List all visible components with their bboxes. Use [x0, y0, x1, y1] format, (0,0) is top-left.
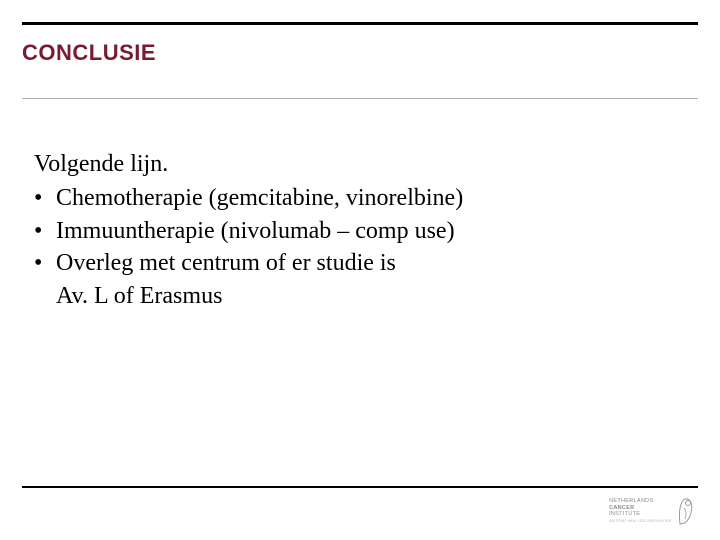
bullet-list: • Chemotherapie (gemcitabine, vinorelbin…	[34, 182, 680, 279]
list-item-text: Immuuntherapie (nivolumab – comp use)	[56, 215, 455, 247]
slide-content: Volgende lijn. • Chemotherapie (gemcitab…	[34, 148, 680, 312]
bullet-icon: •	[34, 215, 56, 247]
logo-text: NETHERLANDS CANCER INSTITUTE ANTONI VAN …	[609, 498, 672, 524]
list-item: • Immuuntherapie (nivolumab – comp use)	[34, 215, 680, 247]
divider-bottom	[22, 486, 698, 488]
bullet-icon: •	[34, 182, 56, 214]
lead-text: Volgende lijn.	[34, 148, 680, 180]
slide-title: CONCLUSIE	[22, 40, 156, 66]
list-item-text: Chemotherapie (gemcitabine, vinorelbine)	[56, 182, 463, 214]
logo-subtitle: ANTONI VAN LEEUWENHOEK	[609, 519, 672, 524]
divider-under-title	[22, 98, 698, 99]
continuation-text: Av. L of Erasmus	[34, 280, 680, 312]
list-item: • Overleg met centrum of er studie is	[34, 247, 680, 279]
list-item: • Chemotherapie (gemcitabine, vinorelbin…	[34, 182, 680, 214]
divider-top	[22, 22, 698, 25]
logo-icon	[676, 496, 696, 526]
logo-line3: INSTITUTE	[609, 511, 672, 517]
footer-logo: NETHERLANDS CANCER INSTITUTE ANTONI VAN …	[601, 492, 696, 530]
list-item-text: Overleg met centrum of er studie is	[56, 247, 396, 279]
bullet-icon: •	[34, 247, 56, 279]
